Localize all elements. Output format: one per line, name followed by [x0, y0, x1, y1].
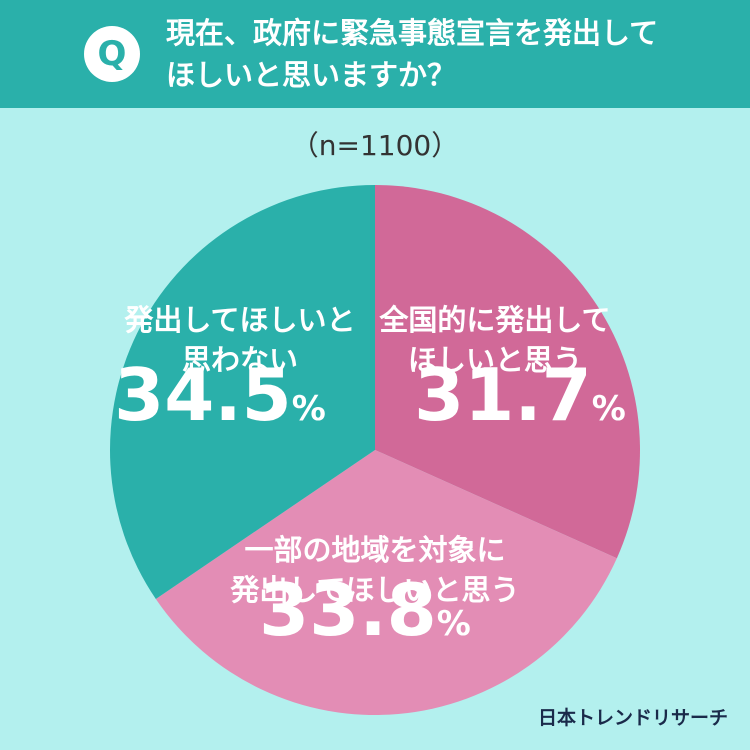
q-badge: Q — [84, 26, 140, 82]
slice-label-3-line-1: 発出してほしいと — [123, 303, 355, 337]
slice-label-1-line-1: 全国的に発出して — [378, 303, 610, 337]
question-header: Q 現在、政府に緊急事態宣言を発出して ほしいと思いますか？ — [0, 0, 750, 108]
question-text: 現在、政府に緊急事態宣言を発出して ほしいと思いますか？ — [166, 12, 706, 96]
slice-value-3: 34.5% — [114, 353, 326, 437]
slice-label-2-line-1: 一部の地域を対象に — [244, 533, 505, 567]
pie-slice-2 — [155, 450, 617, 715]
sample-size: （n=1100） — [290, 129, 460, 162]
slice-value-2: 33.8% — [259, 568, 471, 652]
question-line-2: ほしいと思いますか？ — [166, 58, 457, 92]
question-line-1: 現在、政府に緊急事態宣言を発出して — [166, 16, 659, 50]
slice-label-3-line-2: 思わない — [182, 343, 298, 377]
slice-label-1-line-2: ほしいと思う — [408, 343, 582, 377]
slice-label-2-line-2: 発出してほしいと思う — [229, 573, 519, 607]
brand-logo: 日本トレンドリサーチ — [537, 707, 728, 729]
pie-slice-3 — [110, 185, 376, 599]
pie-slice-1 — [375, 185, 640, 559]
slice-value-1: 31.7% — [414, 353, 626, 437]
